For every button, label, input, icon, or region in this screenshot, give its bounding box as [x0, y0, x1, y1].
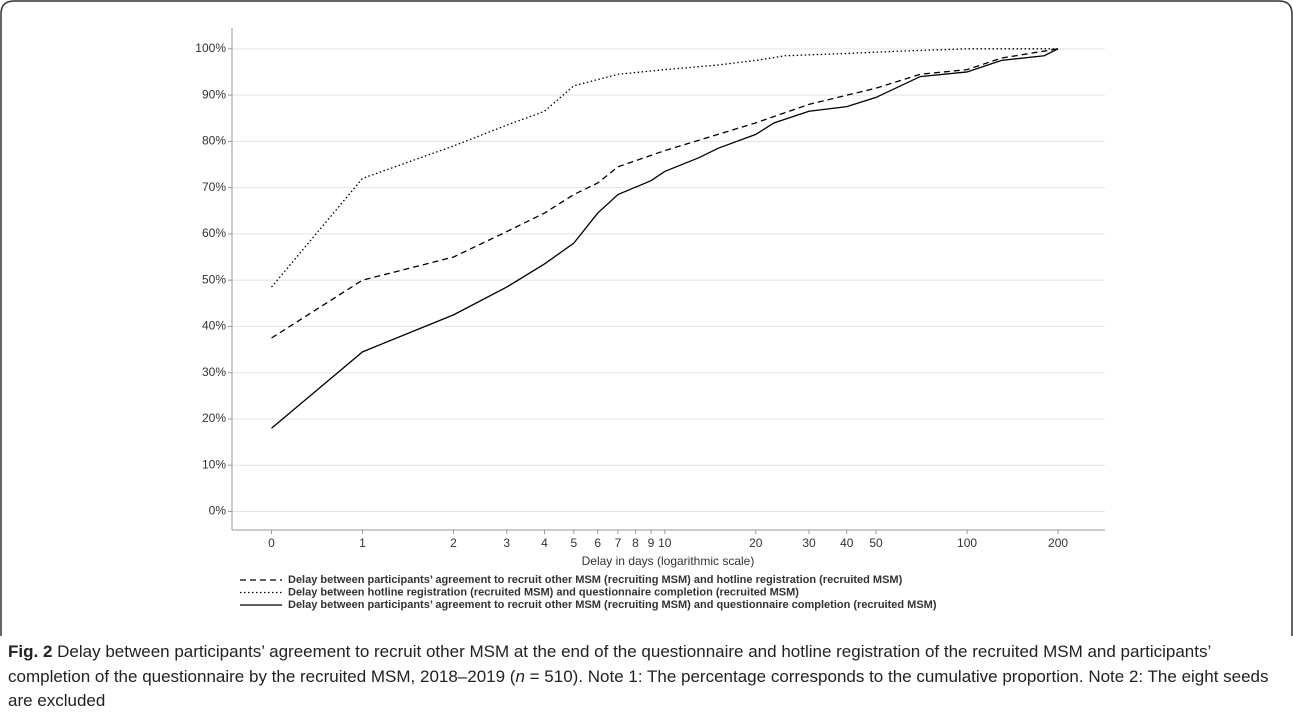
x-tick-label: 2: [450, 536, 457, 550]
x-tick-label: 100: [957, 536, 977, 550]
frame: [0, 0, 1293, 636]
y-tick-label: 100%: [195, 41, 226, 55]
x-tick-label: 4: [541, 536, 548, 550]
x-tick-label: 200: [1048, 536, 1068, 550]
y-tick-label: 80%: [202, 134, 226, 148]
y-tick-label: 90%: [202, 87, 226, 101]
y-tick-label: 20%: [202, 411, 226, 425]
chart: Delay in days (logarithmic scale) 0% 10% 2…: [0, 0, 1293, 636]
caption-n: n: [515, 666, 525, 686]
x-axis-title: Delay in days (logarithmic scale): [582, 554, 755, 568]
caption-label: Fig. 2: [8, 642, 53, 661]
y-tick-label: 50%: [202, 272, 226, 286]
x-tick-label: 10: [658, 536, 672, 550]
y-tick-label: 40%: [202, 319, 226, 333]
caption-text: Delay between participants’ agreement to…: [8, 642, 1211, 686]
line: [271, 48, 1059, 288]
x-tick-label: 30: [802, 536, 816, 550]
x-tick-label: 0: [268, 536, 275, 550]
x-tick-label: 3: [503, 536, 510, 550]
x-tick-label: 7: [615, 536, 622, 550]
x-tick-label: 20: [749, 536, 763, 550]
legend-label: Delay between hotline registration (recr…: [288, 586, 799, 598]
line: [271, 48, 1059, 429]
y-tick-label: 10%: [202, 457, 226, 471]
y-tick-label: 30%: [202, 365, 226, 379]
y-tick-label: 0%: [209, 504, 227, 518]
legend-label: Delay between participants’ agreement to…: [288, 574, 903, 586]
x-tick-label: 6: [594, 536, 601, 550]
x-tick-label: 40: [840, 536, 854, 550]
caption: Fig. 2 Delay between participants’ agree…: [8, 640, 1280, 714]
x-tick-label: 8: [632, 536, 639, 550]
x-tick-label: 1: [359, 536, 366, 550]
legend-label: Delay between participants’ agreement to…: [288, 599, 937, 611]
y-tick-label: 70%: [202, 180, 226, 194]
x-tick-label: 50: [869, 536, 883, 550]
y-tick-label: 60%: [202, 226, 226, 240]
line: [271, 48, 1059, 339]
caption-text: = 510). Note 1: The percentage correspon…: [8, 666, 1269, 711]
x-tick-label: 5: [570, 536, 577, 550]
x-tick-label: 9: [648, 536, 655, 550]
